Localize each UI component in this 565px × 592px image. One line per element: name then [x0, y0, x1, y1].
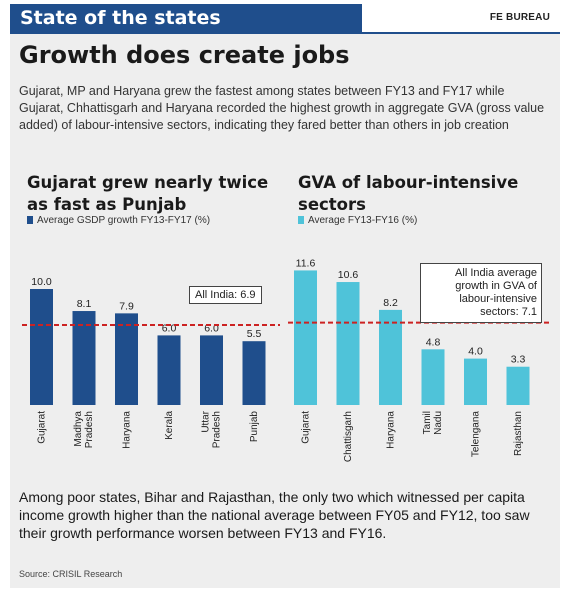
category-label: TamilNadu — [422, 411, 444, 435]
bar-right-1 — [336, 282, 360, 405]
right-reference-callout: All India average growth in GVA of labou… — [420, 263, 542, 323]
value-label: 10.6 — [338, 269, 359, 281]
category-label: Rajasthan — [513, 411, 524, 456]
bar-left-3 — [157, 335, 181, 405]
category-label: UttarPradesh — [201, 410, 223, 448]
section-title: State of the states — [10, 4, 362, 32]
source-note: Source: CRISIL Research — [19, 569, 123, 579]
right-chart-title: GVA of labour-intensive sectors — [298, 173, 519, 214]
chart-right: 11.6 Gujarat 10.6 Chattisgarh 8.2 Haryana 4.8 T… — [288, 257, 552, 462]
category-label: Gujarat — [37, 411, 48, 444]
value-label: 6.0 — [162, 322, 177, 334]
bar-left-2 — [115, 313, 138, 405]
right-legend-swatch — [298, 216, 304, 224]
category-label: Gujarat — [301, 411, 312, 444]
category-label: Telengana — [471, 411, 482, 458]
left-chart-title: Gujarat grew nearly twice as fast as Pun… — [27, 173, 269, 214]
bar-left-0 — [30, 289, 53, 405]
bar-right-0 — [294, 270, 317, 405]
bar-left-4 — [200, 335, 223, 405]
bar-right-3 — [421, 349, 445, 405]
intro-text: Gujarat, MP and Haryana grew the fastest… — [19, 84, 545, 132]
right-legend-label: Average FY13-FY16 (%) — [308, 215, 418, 226]
footnote-text: Among poor states, Bihar and Rajasthan, … — [19, 489, 530, 541]
left-legend-label: Average GSDP growth FY13-FY17 (%) — [37, 215, 211, 226]
category-label: Chattisgarh — [343, 411, 354, 462]
right-legend: Average FY13-FY16 (%) — [298, 215, 417, 226]
value-label: 10.0 — [31, 276, 52, 288]
value-label: 5.5 — [247, 328, 262, 340]
bar-right-2 — [379, 309, 402, 405]
left-legend-swatch — [27, 216, 33, 224]
value-label: 3.3 — [511, 354, 526, 366]
value-label: 8.2 — [383, 297, 398, 309]
byline: FE BUREAU — [489, 12, 550, 23]
value-label: 4.8 — [426, 336, 441, 348]
value-label: 8.1 — [77, 298, 92, 310]
category-label: MadhyaPradesh — [73, 411, 95, 449]
category-label: Haryana — [122, 411, 133, 449]
bar-left-5 — [242, 341, 266, 405]
bar-right-5 — [506, 366, 530, 405]
value-label: 4.0 — [468, 346, 483, 358]
section-header: State of the states FE BUREAU — [10, 4, 560, 34]
category-label: Haryana — [386, 411, 397, 449]
category-label: Kerala — [164, 411, 175, 440]
value-label: 7.9 — [119, 300, 134, 312]
headline: Growth does create jobs — [19, 41, 350, 69]
left-legend: Average GSDP growth FY13-FY17 (%) — [27, 215, 210, 226]
category-label: Punjab — [249, 411, 260, 443]
bar-right-4 — [464, 358, 487, 405]
left-reference-callout: All India: 6.9 — [189, 286, 262, 304]
chart-left: 10.0 Gujarat 8.1 MadhyaPradesh 7.9 Haryana 6.0… — [22, 276, 280, 449]
bar-left-1 — [72, 311, 96, 405]
value-label: 11.6 — [296, 257, 316, 269]
